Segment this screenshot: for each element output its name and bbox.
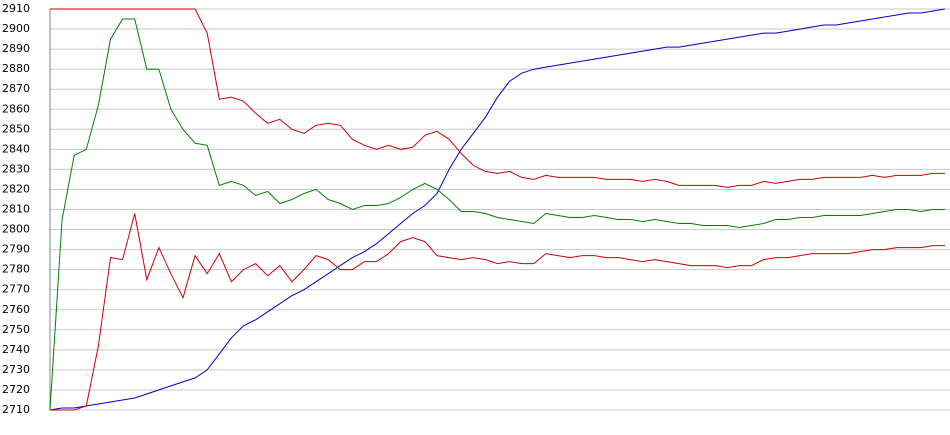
y-tick-label: 2760 (2, 303, 30, 316)
y-tick-label: 2710 (2, 403, 30, 416)
y-tick-label: 2880 (2, 62, 30, 75)
y-tick-label: 2860 (2, 102, 30, 115)
series-line (50, 213, 945, 411)
y-tick-label: 2900 (2, 22, 30, 35)
y-tick-label: 2910 (2, 2, 30, 15)
y-tick-label: 2770 (2, 283, 30, 296)
y-tick-label: 2890 (2, 42, 30, 55)
y-tick-label: 2730 (2, 363, 30, 376)
y-tick-label: 2840 (2, 142, 30, 155)
y-tick-label: 2750 (2, 323, 30, 336)
series-line (49, 18, 945, 411)
series-line (49, 8, 946, 411)
y-tick-label: 2810 (2, 203, 30, 216)
y-tick-label: 2780 (2, 263, 30, 276)
y-tick-label: 2870 (2, 82, 30, 95)
y-tick-label: 2820 (2, 182, 30, 195)
y-tick-label: 2800 (2, 223, 30, 236)
y-tick-label: 2830 (2, 162, 30, 175)
y-tick-label: 2720 (2, 383, 30, 396)
y-tick-label: 2850 (2, 122, 30, 135)
y-tick-label: 2740 (2, 343, 30, 356)
series-line (50, 8, 945, 188)
y-tick-label: 2790 (2, 243, 30, 256)
